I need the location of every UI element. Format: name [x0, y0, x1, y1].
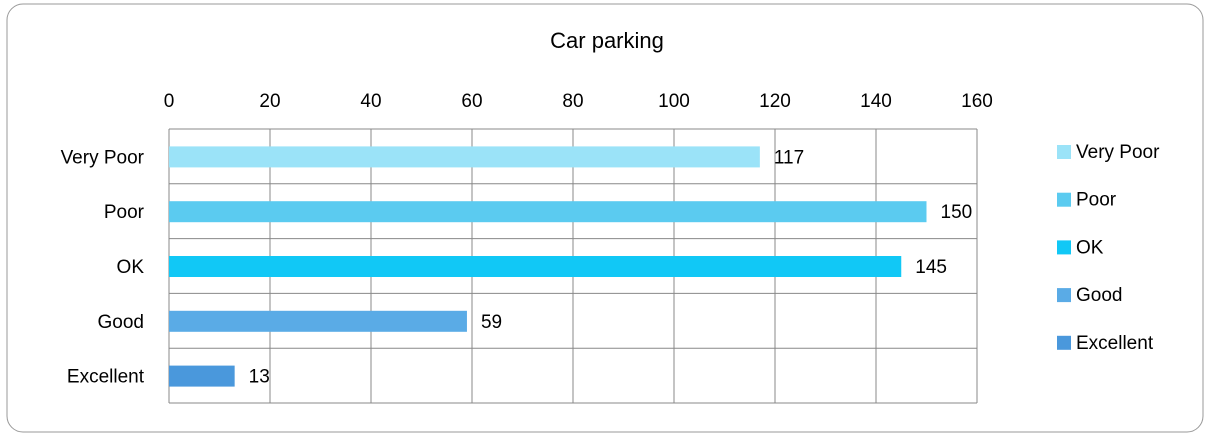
legend-swatch: [1057, 240, 1071, 255]
legend-label: Very Poor: [1076, 142, 1160, 163]
data-label: 145: [915, 257, 947, 278]
chart-title: Car parking: [550, 28, 664, 53]
legend-label: OK: [1076, 237, 1104, 258]
bar: [169, 310, 467, 332]
y-tick-label: Very Poor: [61, 147, 145, 168]
legend-swatch: [1057, 335, 1071, 350]
bar: [169, 365, 235, 387]
legend-label: Good: [1076, 285, 1122, 306]
x-tick-label: 100: [658, 91, 690, 112]
y-tick-label: OK: [117, 257, 145, 278]
data-label: 13: [249, 367, 270, 388]
x-tick-label: 40: [360, 91, 381, 112]
y-tick-label: Good: [98, 312, 144, 333]
x-tick-label: 60: [461, 91, 482, 112]
x-tick-label: 120: [759, 91, 791, 112]
legend-label: Excellent: [1076, 333, 1154, 354]
data-label: 59: [481, 312, 502, 333]
x-tick-label: 160: [961, 91, 993, 112]
legend-swatch: [1057, 192, 1071, 207]
bar: [169, 146, 760, 168]
legend-swatch: [1057, 288, 1071, 303]
data-label: 150: [941, 202, 973, 223]
data-label: 117: [774, 147, 804, 168]
bar: [169, 201, 927, 223]
legend-swatch: [1057, 145, 1071, 159]
y-tick-label: Poor: [104, 202, 145, 223]
x-tick-label: 140: [860, 91, 892, 112]
x-tick-label: 80: [562, 91, 583, 112]
x-tick-label: 0: [164, 91, 175, 112]
y-tick-label: Excellent: [67, 367, 145, 388]
bar: [169, 256, 902, 277]
x-tick-label: 20: [259, 91, 280, 112]
legend-label: Poor: [1076, 190, 1117, 211]
